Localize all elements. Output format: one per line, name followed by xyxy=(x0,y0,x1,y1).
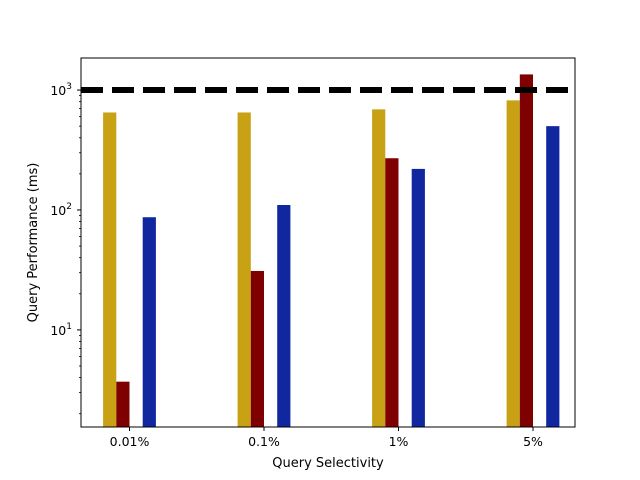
y-tick-label: 103 xyxy=(50,82,72,98)
bar-series2-1% xyxy=(385,158,399,428)
bar-series1-0.01% xyxy=(103,112,117,427)
x-tick-label: 1% xyxy=(389,434,409,449)
x-tick-label: 0.01% xyxy=(110,434,150,449)
y-tick-label: 101 xyxy=(50,322,72,338)
bar-series4-5% xyxy=(546,126,560,427)
plot-frame xyxy=(80,57,576,428)
bar-series1-0.1% xyxy=(237,112,251,427)
y-ticks-group: 101 102 103 xyxy=(50,82,81,415)
x-axis-label: Query Selectivity xyxy=(272,456,384,471)
y-axis-label: Query Performance (ms) xyxy=(26,163,41,323)
bar-series2-0.1% xyxy=(250,270,264,427)
x-tick-label: 5% xyxy=(523,434,543,449)
y-tick-label: 102 xyxy=(50,202,72,218)
bar-series2-5% xyxy=(519,74,533,427)
bar-series4-0.1% xyxy=(277,205,291,427)
bar-series1-5% xyxy=(506,100,520,427)
bar-series2-0.01% xyxy=(116,381,130,427)
x-ticks-group: 0.01% 0.1% 1% 5% xyxy=(110,427,543,449)
x-tick-label: 0.1% xyxy=(248,434,280,449)
bar-series4-0.01% xyxy=(142,217,156,427)
bar-series4-1% xyxy=(411,168,425,427)
bar-series1-1% xyxy=(372,109,386,428)
bars-group xyxy=(103,74,560,428)
